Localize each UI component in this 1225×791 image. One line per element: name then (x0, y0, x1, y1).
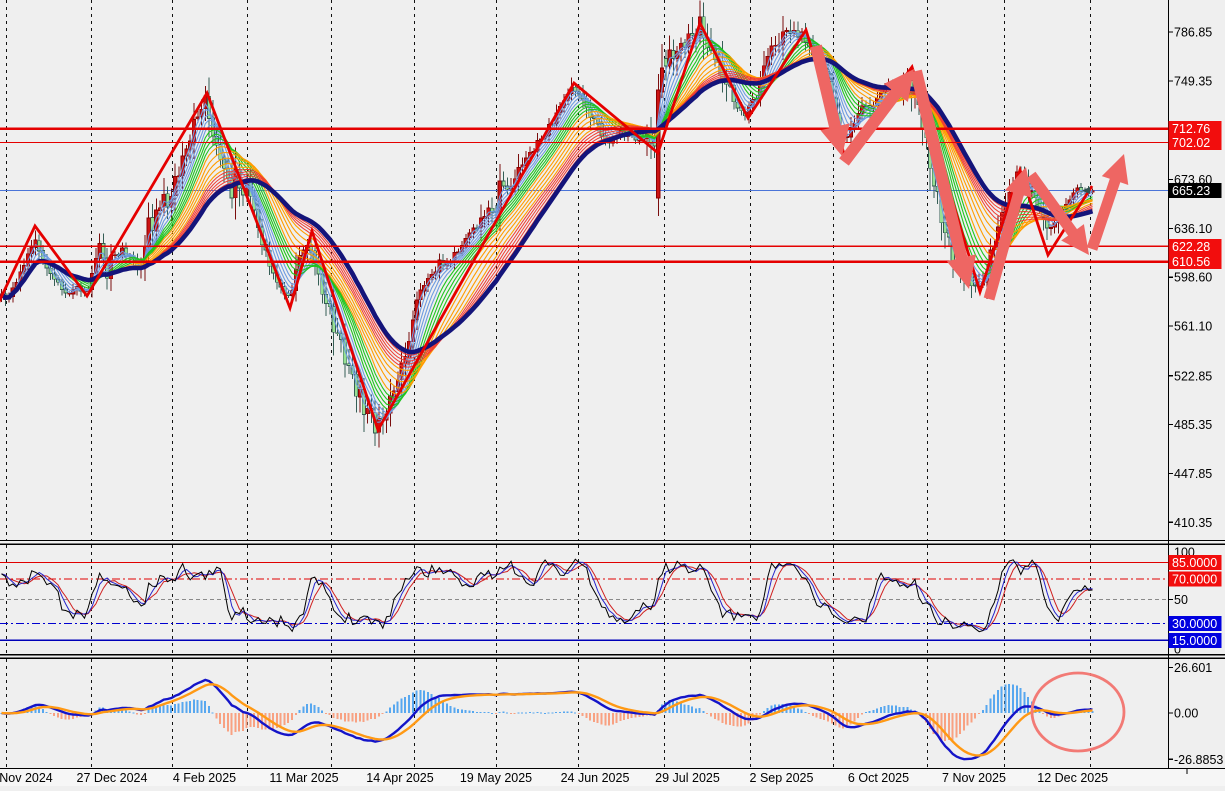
svg-text:0: 0 (1174, 643, 1181, 657)
svg-text:522.85: 522.85 (1174, 369, 1212, 383)
svg-text:50: 50 (1174, 593, 1188, 607)
svg-text:6 Oct 2025: 6 Oct 2025 (848, 771, 909, 785)
svg-text:410.35: 410.35 (1174, 516, 1212, 530)
svg-text:15.0000: 15.0000 (1172, 634, 1217, 648)
svg-text:786.85: 786.85 (1174, 26, 1212, 40)
svg-text:12 Dec 2025: 12 Dec 2025 (1037, 771, 1108, 785)
svg-text:14 Apr 2025: 14 Apr 2025 (366, 771, 433, 785)
svg-text:70.0000: 70.0000 (1172, 573, 1217, 587)
svg-text:749.35: 749.35 (1174, 75, 1212, 89)
svg-text:-26.8853: -26.8853 (1174, 753, 1223, 767)
svg-text:636.10: 636.10 (1174, 222, 1212, 236)
svg-text:610.56: 610.56 (1172, 255, 1210, 269)
svg-text:702.02: 702.02 (1172, 136, 1210, 150)
svg-text:598.60: 598.60 (1174, 271, 1212, 285)
svg-text:2 Sep 2025: 2 Sep 2025 (750, 771, 814, 785)
svg-text:19 May 2025: 19 May 2025 (460, 771, 532, 785)
svg-text:447.85: 447.85 (1174, 467, 1212, 481)
svg-text:27 Dec 2024: 27 Dec 2024 (77, 771, 148, 785)
svg-text:665.23: 665.23 (1172, 184, 1210, 198)
svg-text:Nov 2024: Nov 2024 (0, 771, 53, 785)
svg-text:26.601: 26.601 (1174, 661, 1212, 675)
svg-text:0.00: 0.00 (1174, 707, 1198, 721)
svg-text:85.0000: 85.0000 (1172, 556, 1217, 570)
svg-text:30.0000: 30.0000 (1172, 617, 1217, 631)
svg-text:622.28: 622.28 (1172, 240, 1210, 254)
svg-text:4 Feb 2025: 4 Feb 2025 (173, 771, 236, 785)
svg-text:11 Mar 2025: 11 Mar 2025 (269, 771, 338, 785)
svg-text:712.76: 712.76 (1172, 122, 1210, 136)
svg-text:485.35: 485.35 (1174, 418, 1212, 432)
svg-text:7 Nov 2025: 7 Nov 2025 (942, 771, 1006, 785)
svg-text:561.10: 561.10 (1174, 320, 1212, 334)
svg-text:24 Jun 2025: 24 Jun 2025 (561, 771, 630, 785)
svg-text:29 Jul 2025: 29 Jul 2025 (655, 771, 720, 785)
